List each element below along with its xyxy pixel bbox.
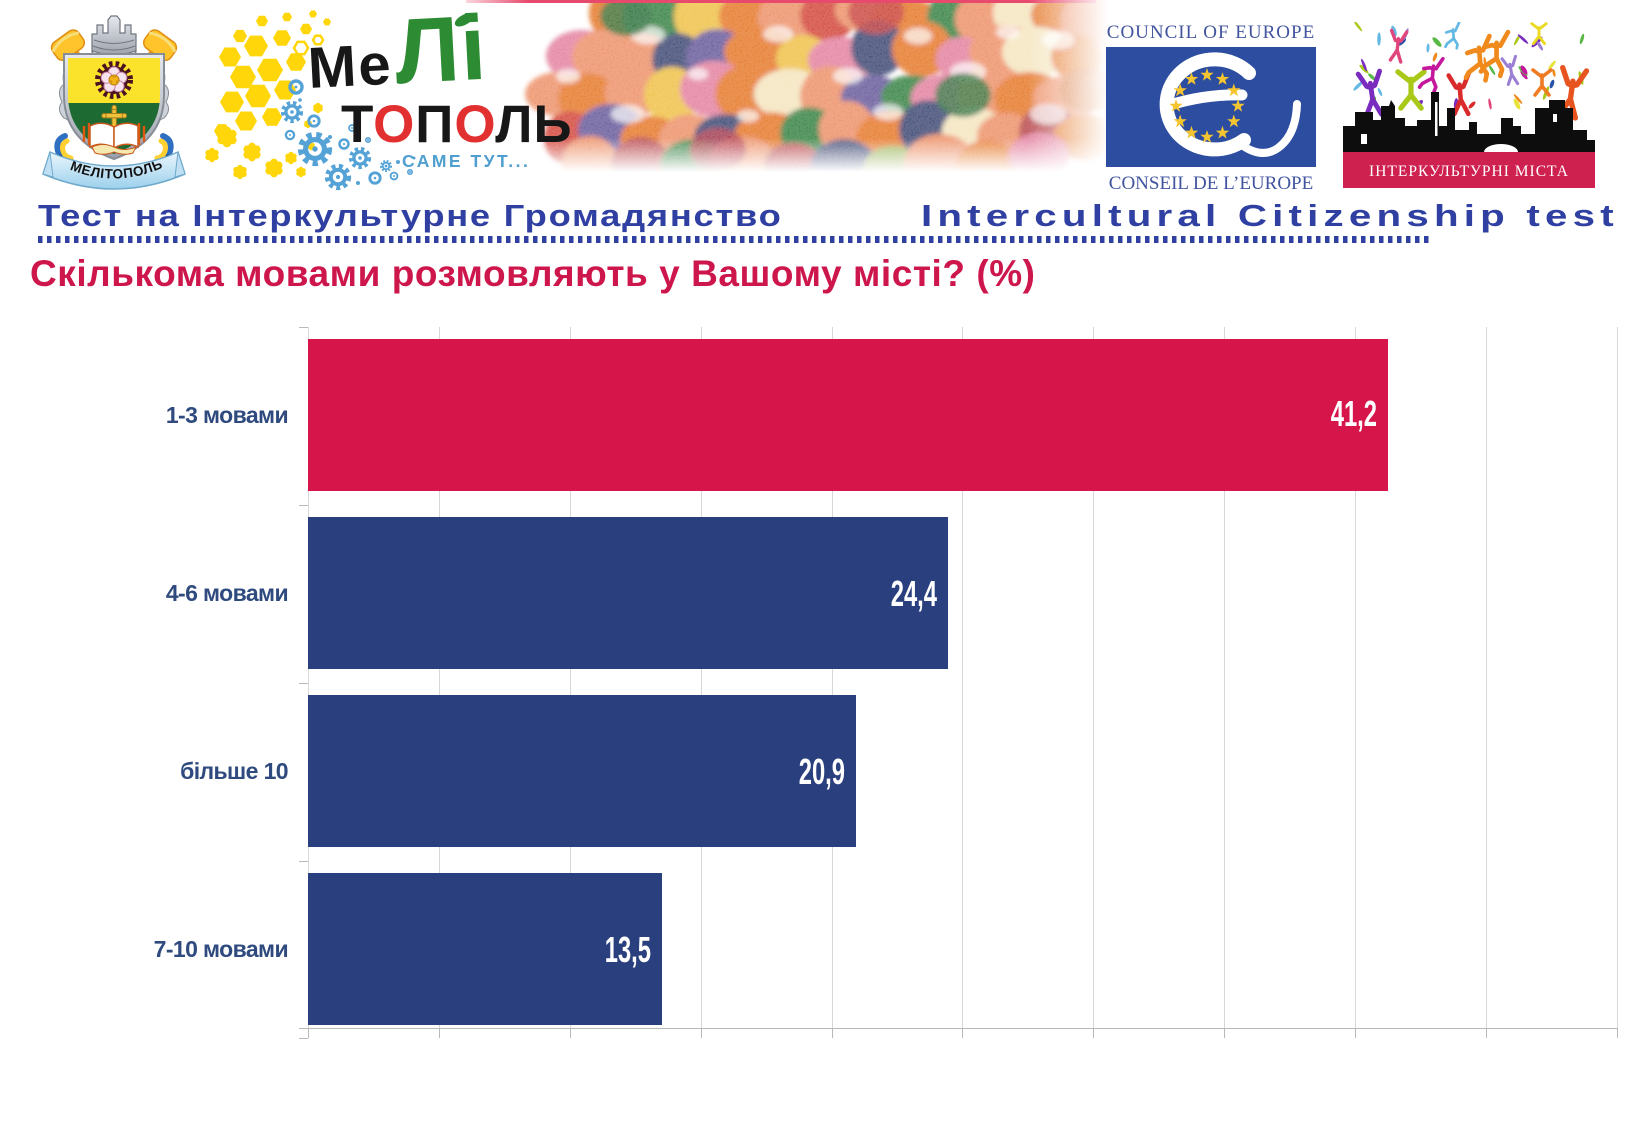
svg-text:САМЕ ТУТ...: САМЕ ТУТ... xyxy=(402,151,530,171)
svg-text:МеЛі: МеЛі xyxy=(305,2,490,108)
svg-text:ІНТЕРКУЛЬТУРНІ МІСТА: ІНТЕРКУЛЬТУРНІ МІСТА xyxy=(1369,163,1569,180)
svg-text:ТОПОЛЬ: ТОПОЛЬ xyxy=(341,95,573,154)
